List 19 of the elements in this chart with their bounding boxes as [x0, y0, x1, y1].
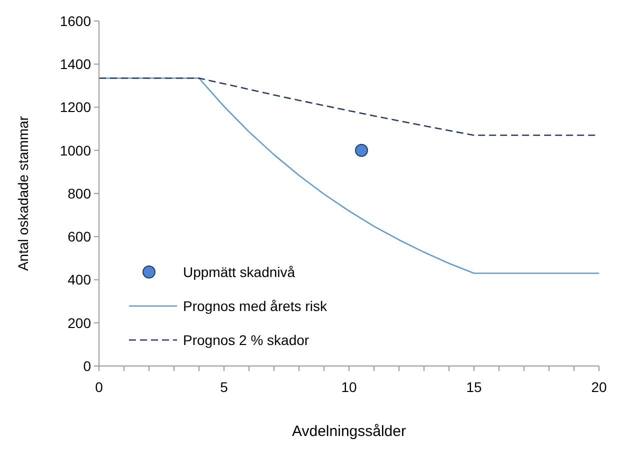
y-tick-label: 1600 [60, 12, 92, 29]
legend-label: Prognos med årets risk [183, 298, 328, 314]
y-tick-label: 800 [68, 185, 92, 202]
x-tick-label: 20 [591, 379, 607, 395]
x-tick-label: 10 [341, 379, 357, 395]
y-tick-label: 600 [68, 228, 92, 245]
y-tick-label: 400 [68, 272, 92, 288]
x-tick-label: 0 [95, 379, 104, 395]
y-tick-label: 1400 [60, 56, 92, 72]
x-axis-title: Avdelningssålder [292, 423, 406, 440]
legend-label: Prognos 2 % skador [183, 332, 310, 348]
legend-label: Uppmätt skadnivå [183, 264, 296, 280]
y-axis-title: Antal oskadade stammar [15, 116, 31, 271]
x-tick-label: 15 [466, 379, 482, 395]
y-tick-label: 0 [83, 358, 92, 374]
y-tick-label: 200 [68, 314, 92, 331]
y-tick-label: 1000 [60, 142, 92, 158]
y-tick-label: 1200 [60, 99, 92, 116]
x-tick-label: 5 [220, 379, 228, 395]
